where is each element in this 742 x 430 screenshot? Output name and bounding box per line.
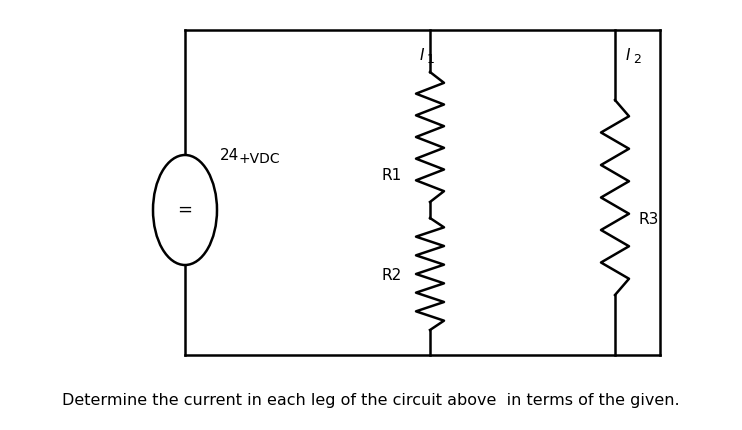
Text: R1: R1 [381, 168, 402, 182]
Text: I: I [419, 48, 424, 63]
Ellipse shape [153, 155, 217, 265]
Text: R3: R3 [638, 212, 658, 227]
Text: +VDC: +VDC [238, 152, 280, 166]
Text: I: I [626, 48, 630, 63]
Text: Determine the current in each leg of the circuit above  in terms of the given.: Determine the current in each leg of the… [62, 393, 680, 408]
Text: 1: 1 [427, 53, 435, 66]
Text: 24: 24 [220, 148, 239, 163]
Text: R2: R2 [381, 267, 402, 283]
Text: =: = [177, 201, 192, 219]
Text: 2: 2 [633, 53, 641, 66]
